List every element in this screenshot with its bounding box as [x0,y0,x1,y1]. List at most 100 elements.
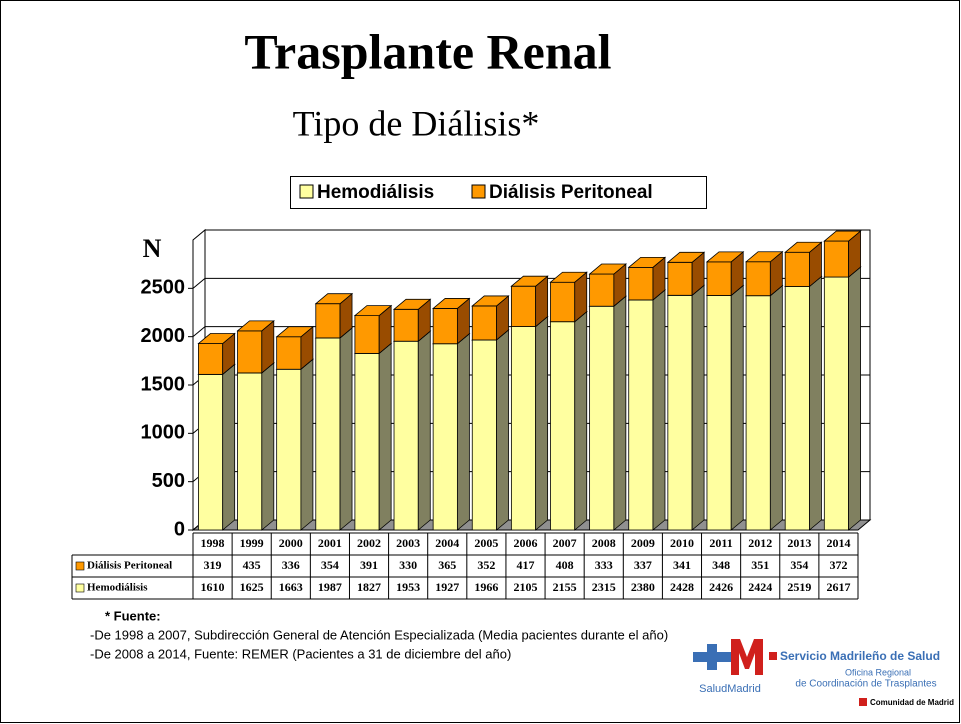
logo-flag [859,698,867,706]
table-cell: 1953 [396,580,420,594]
y-tick-label: 2500 [141,277,186,299]
bar-front [471,305,497,341]
x-tick-label: 1999 [240,536,264,550]
legend-box [290,176,707,209]
bar-front [628,266,654,301]
bar-front [745,261,771,297]
x-tick-label: 2000 [279,536,303,550]
table-row-label: Diálisis Peritoneal [87,560,172,572]
bar-front [823,276,849,531]
x-tick-label: 2010 [670,536,694,550]
bar [627,289,667,531]
table-cell: 365 [438,558,456,572]
bar [666,251,706,297]
bar-top [236,320,275,332]
x-tick-label: 2014 [826,536,850,550]
bar-front [550,281,576,323]
bar-front [276,336,302,370]
bar [432,332,471,531]
bar-top [510,275,549,287]
bar [236,362,275,531]
chart-title: Trasplante Renal [244,23,611,79]
table-cell: 391 [360,558,378,572]
bar-front [393,308,419,342]
bar [744,284,784,531]
bar-top [353,305,393,316]
bar-top [705,251,745,263]
bar-front [589,305,615,531]
bar-front [667,294,693,531]
bar [666,284,706,531]
bar-side [417,330,431,531]
table-cell: 435 [243,558,261,572]
bar-side [574,310,588,531]
bar-top [549,271,588,283]
x-tick-label: 2001 [318,536,342,550]
bar [823,230,862,278]
bar [353,342,393,531]
logo-brand: SaludMadrid [699,683,761,695]
bar [510,315,549,531]
table-cell: 2426 [709,580,733,594]
bar [314,327,354,531]
bar-front [745,295,771,531]
bar-side [535,315,549,531]
bar-front [510,285,537,327]
table-cell: 1927 [435,580,459,594]
table-cell: 351 [751,558,769,572]
bar-top [432,298,471,309]
logo: SaludMadrid Servicio Madrileño de Salud … [693,639,954,707]
bar-front [471,339,497,531]
bar-side [222,363,236,531]
bar-side [809,275,822,531]
bar [549,310,588,531]
x-tick-label: 2012 [748,536,772,550]
bar-front [237,330,263,374]
bar-front [628,299,654,531]
bar-side [378,342,392,531]
table-cell: 1966 [474,580,498,594]
bar-top [784,241,823,253]
logo-icon [693,644,731,670]
table-legend-swatch [75,561,85,571]
bar [471,329,510,531]
bar-top [275,326,315,338]
bar-top [197,333,236,344]
table-cell: 348 [712,558,730,572]
footnote-line: -De 1998 a 2007, Subdirección General de… [90,627,668,642]
y-tick-label: 1500 [141,373,186,395]
bar-top [666,251,706,263]
data-table: 1998 1999 2000 2001 2002 2003 2004 2005 2006 2007… [71,532,859,600]
chart-subtitle: Tipo de Diálisis* [293,103,540,143]
y-axis-label: N [143,234,162,263]
bar-top [823,230,862,242]
table-cell: 354 [321,558,339,572]
legend-label: Diálisis Peritoneal [489,182,653,203]
logo-service: Servicio Madrileño de Salud [780,649,940,663]
bar-top [471,295,510,307]
bar-side [300,358,314,531]
x-tick-label: 2008 [592,536,616,550]
legend: Hemodiálisis Diálisis Peritoneal [299,182,653,203]
bar-side [496,329,509,531]
table-cell: 337 [634,558,652,572]
legend-swatch [471,184,486,199]
x-tick-label: 2005 [474,536,498,550]
table-legend-swatch [75,583,85,593]
table-cell: 1610 [201,580,225,594]
logo-m [731,639,763,675]
bar [353,304,393,355]
bar [588,295,627,531]
bar-front [432,343,458,531]
bar-side [769,284,783,531]
table-cell: 1987 [318,580,342,594]
bar [549,271,588,323]
table-cell: 2424 [748,580,772,594]
table-cell: 330 [399,558,417,572]
bar [744,250,784,297]
bar-front [198,343,224,375]
bar-side [691,284,705,531]
bar [627,256,667,301]
legend-label: Hemodiálisis [317,182,434,203]
